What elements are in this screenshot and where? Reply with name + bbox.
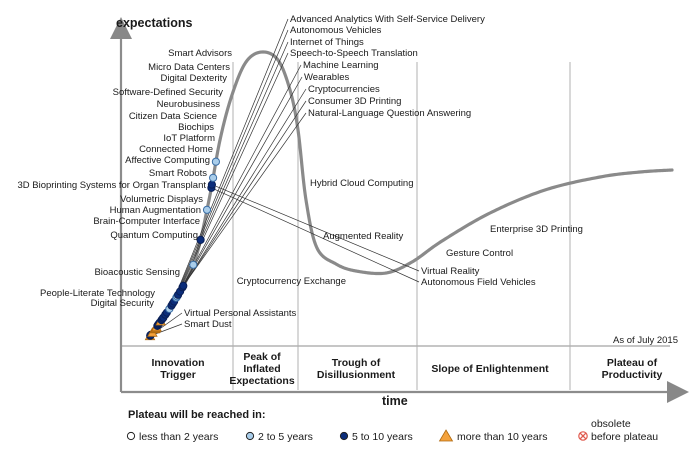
point-label-brain-computer-interface: Brain-Computer Interface xyxy=(93,216,200,227)
point-label-iot-platform: IoT Platform xyxy=(163,133,215,144)
svg-text:Trigger: Trigger xyxy=(160,369,196,381)
point-label-neurobusiness: Neurobusiness xyxy=(157,99,221,110)
data-points xyxy=(144,157,220,341)
point-label-citizen-data-science: Citizen Data Science xyxy=(129,111,217,122)
point-label-quantum-computing: Quantum Computing xyxy=(110,230,198,241)
x-axis-title: time xyxy=(382,394,408,408)
point-label-wearables: Wearables xyxy=(304,72,349,83)
svg-text:5 to 10 years: 5 to 10 years xyxy=(352,431,413,443)
leader-line-autonomous-vehicles xyxy=(172,29,289,304)
point-label-human-augmentation: Human Augmentation xyxy=(110,205,201,216)
svg-text:less than 2 years: less than 2 years xyxy=(139,431,218,443)
svg-text:2 to 5 years: 2 to 5 years xyxy=(258,431,313,443)
point-label-biochips: Biochips xyxy=(178,122,214,133)
point-label-virtual-reality: Virtual Reality xyxy=(421,266,480,277)
svg-text:Plateau of: Plateau of xyxy=(607,357,658,369)
leader-line-natural-language-question-answering xyxy=(183,112,307,287)
point-label-connected-home: Connected Home xyxy=(139,144,213,155)
point-label-people-literate-technology: People-Literate Technology xyxy=(40,288,155,299)
point-label-bioacoustic-sensing: Bioacoustic Sensing xyxy=(94,267,180,278)
point-marker-hybrid-cloud-computing xyxy=(189,260,198,269)
point-label-natural-language-question-answering: Natural-Language Question Answering xyxy=(308,108,471,119)
point-label-3d-bioprinting-systems-for-organ-transplant: 3D Bioprinting Systems for Organ Transpl… xyxy=(17,180,206,191)
point-label-software-defined-security: Software-Defined Security xyxy=(113,87,224,98)
svg-text:Inflated: Inflated xyxy=(243,363,280,375)
point-label-advanced-analytics-with-self-service-delivery: Advanced Analytics With Self-Service Del… xyxy=(290,14,485,25)
point-marker-gesture-control xyxy=(209,173,218,182)
point-label-smart-advisors: Smart Advisors xyxy=(168,48,232,59)
svg-text:Disillusionment: Disillusionment xyxy=(317,369,396,381)
point-marker-cryptocurrency-exchange xyxy=(202,205,212,214)
point-label-machine-learning: Machine Learning xyxy=(303,60,379,71)
point-label-autonomous-field-vehicles: Autonomous Field Vehicles xyxy=(421,277,536,288)
leader-line-internet-of-things xyxy=(173,41,289,302)
leader-line-autonomous-field-vehicles xyxy=(211,187,420,283)
svg-text:before plateau: before plateau xyxy=(591,431,658,443)
point-marker-natural-language-question-answering xyxy=(179,281,188,290)
svg-text:Peak of: Peak of xyxy=(243,351,281,363)
svg-text:Innovation: Innovation xyxy=(151,357,204,369)
point-label-virtual-personal-assistants: Virtual Personal Assistants xyxy=(184,308,297,319)
leader-line-wearables xyxy=(177,76,303,295)
hype-curve xyxy=(148,50,674,338)
legend-item-5-to-10-years: 5 to 10 years xyxy=(339,431,413,443)
phase-slope: Slope of Enlightenment xyxy=(431,363,549,375)
phase-trough: Trough of Disillusionment xyxy=(317,357,396,381)
legend-item-more-than-10-years: more than 10 years xyxy=(438,429,547,443)
legend: Plateau will be reached in: less than 2 … xyxy=(126,409,658,443)
legend-title: Plateau will be reached in: xyxy=(128,409,266,421)
point-label-cryptocurrency-exchange: Cryptocurrency Exchange xyxy=(237,276,346,287)
point-label-augmented-reality: Augmented Reality xyxy=(323,231,404,242)
y-axis-title: expectations xyxy=(116,16,192,30)
point-label-autonomous-vehicles: Autonomous Vehicles xyxy=(290,25,382,36)
point-marker-enterprise-3d-printing xyxy=(211,157,220,166)
point-label-consumer-3d-printing: Consumer 3D Printing xyxy=(308,96,401,107)
leader-line-cryptocurrencies xyxy=(179,88,307,292)
point-label-digital-dexterity: Digital Dexterity xyxy=(160,73,227,84)
point-label-micro-data-centers: Micro Data Centers xyxy=(148,62,230,73)
leader-line-advanced-analytics-with-self-service-delivery xyxy=(171,18,289,306)
leader-line-virtual-reality xyxy=(211,184,420,272)
point-label-digital-security: Digital Security xyxy=(91,298,155,309)
legend-item-obsolete: obsolete before plateau xyxy=(578,418,658,443)
point-label-smart-dust: Smart Dust xyxy=(184,319,232,330)
leader-lines xyxy=(149,18,420,337)
point-label-volumetric-displays: Volumetric Displays xyxy=(120,194,203,205)
svg-text:obsolete: obsolete xyxy=(591,418,631,430)
phase-plateau: Plateau of Productivity xyxy=(602,357,663,381)
legend-item-less-than-2-years: less than 2 years xyxy=(126,431,218,443)
point-label-affective-computing: Affective Computing xyxy=(125,155,210,166)
svg-text:Productivity: Productivity xyxy=(602,369,663,381)
phase-innovation: Innovation Trigger xyxy=(151,357,204,381)
point-label-smart-robots: Smart Robots xyxy=(149,168,207,179)
svg-text:more than 10 years: more than 10 years xyxy=(457,431,547,443)
svg-text:Trough of: Trough of xyxy=(332,357,381,369)
point-label-speech-to-speech-translation: Speech-to-Speech Translation xyxy=(290,48,418,59)
svg-text:Expectations: Expectations xyxy=(229,375,295,387)
legend-item-2-to-5-years: 2 to 5 years xyxy=(245,431,313,443)
point-label-hybrid-cloud-computing: Hybrid Cloud Computing xyxy=(310,178,414,189)
as-of-note: As of July 2015 xyxy=(613,335,678,346)
point-marker-augmented-reality xyxy=(196,235,205,244)
point-marker-virtual-reality xyxy=(207,180,216,189)
point-label-internet-of-things: Internet of Things xyxy=(290,37,364,48)
leader-line-speech-to-speech-translation xyxy=(175,52,289,298)
leader-line-machine-learning xyxy=(176,64,302,297)
point-label-enterprise-3d-printing: Enterprise 3D Printing xyxy=(490,224,583,235)
point-label-gesture-control: Gesture Control xyxy=(446,248,513,259)
point-label-cryptocurrencies: Cryptocurrencies xyxy=(308,84,380,95)
svg-text:Slope of Enlightenment: Slope of Enlightenment xyxy=(431,363,549,375)
leader-line-consumer-3d-printing xyxy=(182,100,307,288)
phase-peak: Peak of Inflated Expectations xyxy=(229,351,295,387)
